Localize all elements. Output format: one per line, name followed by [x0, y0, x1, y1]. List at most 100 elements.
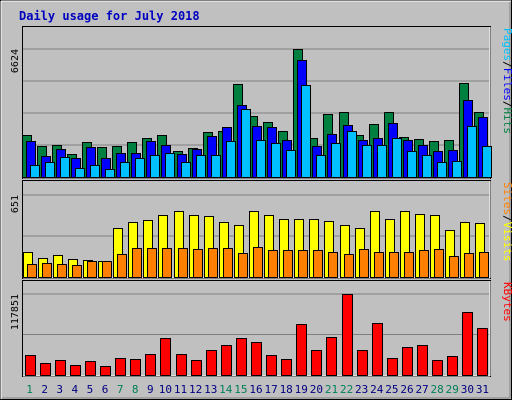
bar-sites-22 — [344, 254, 354, 278]
bar-sites-25 — [389, 252, 399, 278]
bar-pages-17 — [271, 143, 281, 178]
x-tick-label: 22 — [340, 383, 353, 396]
legend-entry: Files — [501, 68, 512, 101]
bar-pages-22 — [347, 131, 357, 178]
panel-kbytes-legend: KBytes — [501, 282, 512, 322]
bar-kbytes-1 — [25, 355, 36, 376]
bar-pages-7 — [120, 162, 130, 178]
x-tick-label: 17 — [264, 383, 277, 396]
bar-sites-9 — [147, 248, 157, 278]
bar-kbytes-19 — [296, 324, 307, 376]
bar-kbytes-20 — [311, 350, 322, 376]
x-tick-label: 6 — [102, 383, 109, 396]
bar-kbytes-5 — [85, 361, 96, 376]
bar-pages-4 — [75, 168, 85, 178]
bar-kbytes-28 — [432, 360, 443, 376]
bar-sites-28 — [434, 249, 444, 278]
x-tick-label: 13 — [204, 383, 217, 396]
bar-kbytes-22 — [342, 294, 353, 376]
x-tick-label: 24 — [370, 383, 384, 396]
bar-sites-21 — [328, 252, 338, 278]
bar-pages-13 — [211, 155, 221, 178]
bar-pages-8 — [135, 158, 145, 178]
bar-pages-16 — [256, 140, 266, 178]
bar-sites-24 — [374, 252, 384, 278]
bar-kbytes-21 — [326, 337, 337, 376]
chart-title: Daily usage for July 2018 — [19, 9, 200, 23]
panel-visits-legend: Sites/Visits — [501, 182, 512, 262]
bar-pages-14 — [226, 141, 236, 178]
bar-sites-17 — [268, 250, 278, 278]
bar-pages-18 — [286, 150, 296, 178]
bar-sites-30 — [464, 253, 474, 278]
panel-visits: 651 Sites/Visits — [10, 180, 512, 279]
chart-panels: 6624Pages/Files/Hits651Sites/Visits11785… — [10, 26, 512, 377]
bar-kbytes-14 — [221, 345, 232, 376]
bar-kbytes-11 — [176, 354, 187, 376]
bar-sites-3 — [57, 264, 67, 278]
x-tick-label: 27 — [415, 383, 428, 396]
panel-kbytes: 117851 KBytes — [10, 280, 512, 377]
bar-kbytes-2 — [40, 363, 51, 376]
bar-kbytes-9 — [145, 354, 156, 376]
bar-pages-15 — [241, 109, 251, 178]
x-tick-label: 11 — [174, 383, 187, 396]
bar-pages-1 — [30, 165, 40, 178]
bar-pages-6 — [105, 169, 115, 178]
bar-kbytes-23 — [357, 350, 368, 376]
x-tick-label: 12 — [189, 383, 202, 396]
legend-entry: Pages — [501, 28, 512, 61]
bar-pages-25 — [392, 138, 402, 178]
x-tick-label: 19 — [295, 383, 308, 396]
legend-entry: / — [501, 215, 512, 222]
bar-sites-31 — [479, 252, 489, 278]
x-tick-label: 14 — [219, 383, 233, 396]
bar-kbytes-12 — [191, 360, 202, 376]
bar-kbytes-8 — [130, 359, 141, 376]
bar-kbytes-24 — [372, 323, 383, 376]
x-tick-label: 16 — [249, 383, 262, 396]
x-tick-label: 9 — [147, 383, 154, 396]
y-axis-max-label: 651 — [10, 195, 21, 213]
bar-sites-16 — [253, 247, 263, 278]
bar-sites-13 — [208, 248, 218, 278]
bar-sites-23 — [359, 249, 369, 278]
x-tick-label: 15 — [234, 383, 247, 396]
x-tick-label: 5 — [87, 383, 94, 396]
bar-kbytes-6 — [100, 366, 111, 376]
bar-sites-27 — [419, 250, 429, 278]
bar-pages-5 — [90, 165, 100, 178]
bar-sites-10 — [162, 248, 172, 278]
bar-kbytes-31 — [477, 328, 488, 376]
bar-kbytes-15 — [236, 338, 247, 376]
bar-pages-11 — [181, 162, 191, 178]
x-tick-label: 31 — [476, 383, 489, 396]
bar-kbytes-7 — [115, 358, 126, 376]
bar-sites-8 — [132, 248, 142, 278]
bar-sites-29 — [449, 256, 459, 278]
bar-pages-30 — [467, 126, 477, 178]
bar-pages-26 — [407, 151, 417, 178]
x-tick-label: 10 — [159, 383, 172, 396]
bar-pages-20 — [316, 155, 326, 178]
legend-entry: Sites — [501, 182, 512, 215]
bar-sites-20 — [313, 250, 323, 278]
bar-pages-9 — [150, 155, 160, 178]
bar-sites-14 — [223, 248, 233, 278]
bar-sites-4 — [72, 265, 82, 278]
bar-sites-7 — [117, 254, 127, 278]
bar-pages-3 — [60, 157, 70, 178]
bar-pages-23 — [362, 145, 372, 178]
x-tick-label: 23 — [355, 383, 368, 396]
bar-pages-21 — [331, 143, 341, 178]
bar-pages-29 — [452, 161, 462, 178]
bar-pages-2 — [45, 162, 55, 178]
bar-pages-24 — [377, 145, 387, 178]
x-tick-label: 7 — [117, 383, 124, 396]
bar-pages-31 — [482, 146, 492, 178]
legend-entry: / — [501, 101, 512, 108]
bar-sites-19 — [298, 250, 308, 278]
bar-kbytes-27 — [417, 345, 428, 376]
